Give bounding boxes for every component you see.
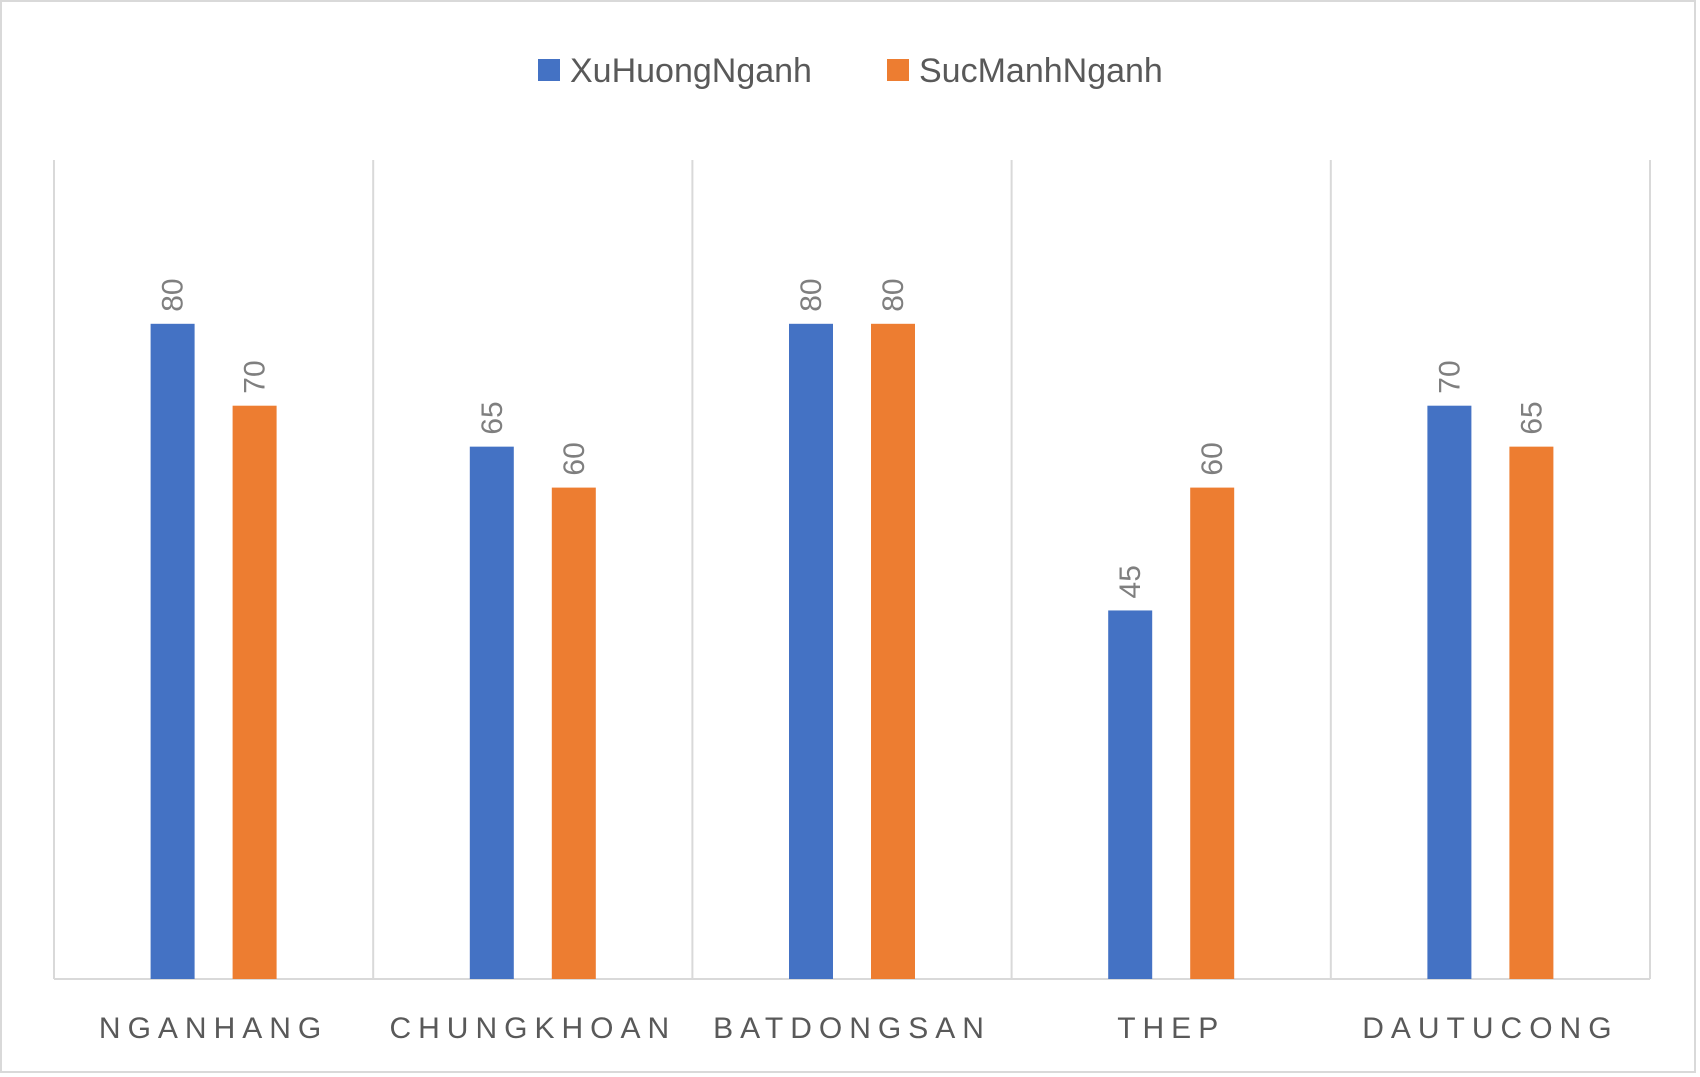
data-label-XuHuongNganh-CHUNGKHOAN: 65 xyxy=(476,401,509,434)
bar-SucManhNganh-DAUTUCONG xyxy=(1509,446,1554,979)
category-label-NGANHANG: NGANHANG xyxy=(99,1012,328,1045)
legend-swatch-XuHuongNganh xyxy=(538,59,560,81)
data-label-SucManhNganh-CHUNGKHOAN: 60 xyxy=(558,442,591,475)
category-label-THEP: THEP xyxy=(1117,1012,1225,1045)
bar-SucManhNganh-NGANHANG xyxy=(232,405,277,979)
legend-label-SucManhNganh: SucManhNganh xyxy=(919,52,1163,90)
category-label-CHUNGKHOAN: CHUNGKHOAN xyxy=(389,1012,676,1045)
data-label-XuHuongNganh-BATDONGSAN: 80 xyxy=(795,278,828,311)
data-label-XuHuongNganh-DAUTUCONG: 70 xyxy=(1433,360,1466,393)
bar-SucManhNganh-CHUNGKHOAN xyxy=(551,487,596,979)
data-label-SucManhNganh-DAUTUCONG: 65 xyxy=(1515,401,1548,434)
data-label-XuHuongNganh-THEP: 45 xyxy=(1114,565,1147,598)
bar-XuHuongNganh-BATDONGSAN xyxy=(789,323,833,979)
bar-SucManhNganh-BATDONGSAN xyxy=(871,323,915,979)
data-label-XuHuongNganh-NGANHANG: 80 xyxy=(157,278,190,311)
bar-XuHuongNganh-THEP xyxy=(1108,610,1153,979)
legend-label-XuHuongNganh: XuHuongNganh xyxy=(570,52,812,90)
data-label-SucManhNganh-THEP: 60 xyxy=(1196,442,1229,475)
bar-XuHuongNganh-NGANHANG xyxy=(150,323,195,979)
category-label-DAUTUCONG: DAUTUCONG xyxy=(1362,1012,1618,1045)
bar-XuHuongNganh-DAUTUCONG xyxy=(1427,405,1472,979)
category-label-BATDONGSAN: BATDONGSAN xyxy=(713,1012,991,1045)
data-label-SucManhNganh-BATDONGSAN: 80 xyxy=(877,278,910,311)
legend-swatch-SucManhNganh xyxy=(887,59,909,81)
data-label-SucManhNganh-NGANHANG: 70 xyxy=(239,360,272,393)
bar-SucManhNganh-THEP xyxy=(1190,487,1235,979)
bar-XuHuongNganh-CHUNGKHOAN xyxy=(469,446,514,979)
